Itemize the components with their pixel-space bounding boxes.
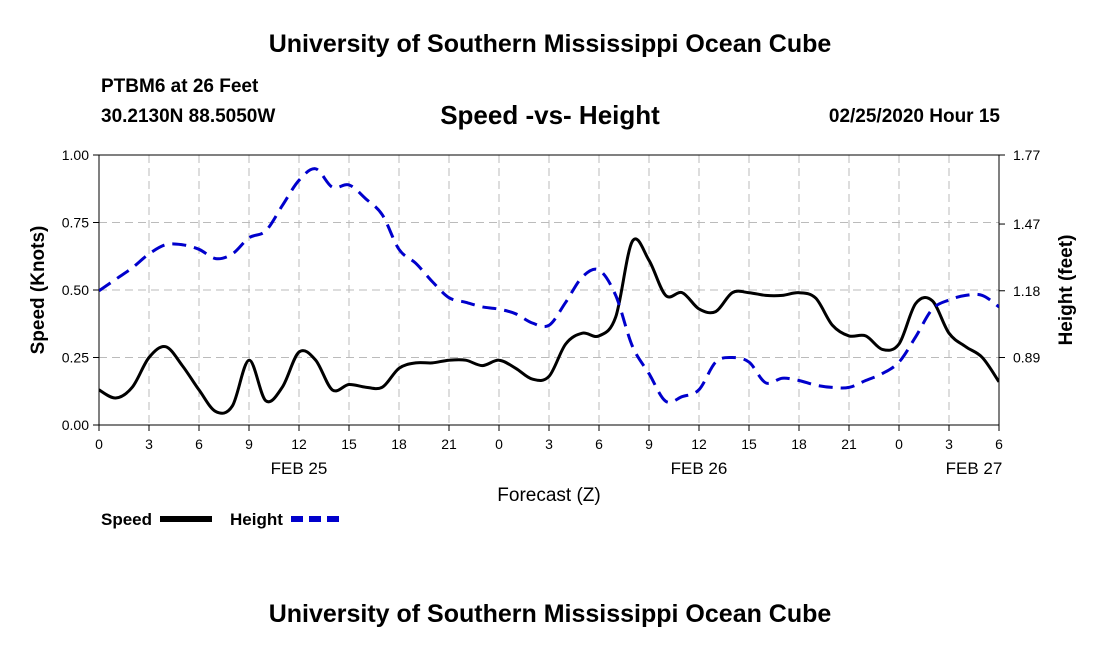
- y-tick-label-right: 0.89: [1013, 350, 1040, 366]
- series-line-height: [99, 167, 999, 404]
- x-tick-label: 9: [645, 436, 653, 452]
- date-label: FEB 25: [271, 459, 328, 478]
- x-tick-label: 21: [441, 436, 457, 452]
- x-tick-label: 18: [791, 436, 807, 452]
- legend-label-speed: Speed: [101, 510, 152, 529]
- x-tick-label: 12: [691, 436, 707, 452]
- chart-subtitle: Speed -vs- Height: [440, 100, 660, 130]
- x-tick-label: 3: [145, 436, 153, 452]
- date-label: FEB 26: [671, 459, 728, 478]
- x-tick-label: 0: [95, 436, 103, 452]
- x-tick-label: 3: [945, 436, 953, 452]
- x-tick-label: 3: [545, 436, 553, 452]
- y-tick-label-left: 1.00: [62, 147, 89, 163]
- x-tick-label: 6: [995, 436, 1003, 452]
- x-tick-label: 0: [495, 436, 503, 452]
- x-tick-label: 18: [391, 436, 407, 452]
- date-label: FEB 27: [946, 459, 1003, 478]
- y-tick-label-left: 0.75: [62, 215, 89, 231]
- coordinates-label: 30.2130N 88.5050W: [101, 106, 276, 127]
- series-line-speed: [99, 237, 999, 415]
- y-tick-label-left: 0.00: [62, 417, 89, 433]
- x-tick-label: 15: [341, 436, 357, 452]
- date-label: 02/25/2020 Hour 15: [828, 106, 1000, 127]
- y-tick-label-left: 0.50: [62, 282, 89, 298]
- footer-title: University of Southern Mississippi Ocean…: [268, 600, 832, 628]
- y-tick-label-left: 0.25: [62, 350, 89, 366]
- legend-label-height: Height: [230, 510, 283, 529]
- y-tick-label-right: 1.18: [1013, 283, 1040, 299]
- x-tick-label: 21: [841, 436, 857, 452]
- x-tick-label: 15: [741, 436, 757, 452]
- chart-title: University of Southern Mississippi Ocean…: [268, 30, 832, 58]
- x-tick-label: 12: [291, 436, 307, 452]
- y-tick-label-right: 1.77: [1013, 147, 1040, 163]
- x-tick-label: 0: [895, 436, 903, 452]
- x-tick-label: 6: [195, 436, 203, 452]
- x-tick-label: 6: [595, 436, 603, 452]
- y-axis-label-left: Speed (Knots): [28, 226, 49, 355]
- x-axis-label: Forecast (Z): [497, 485, 600, 506]
- station-label: PTBM6 at 26 Feet: [101, 76, 259, 97]
- y-tick-label-right: 1.47: [1013, 216, 1040, 232]
- y-axis-label-right: Height (feet): [1056, 235, 1077, 346]
- x-tick-label: 9: [245, 436, 253, 452]
